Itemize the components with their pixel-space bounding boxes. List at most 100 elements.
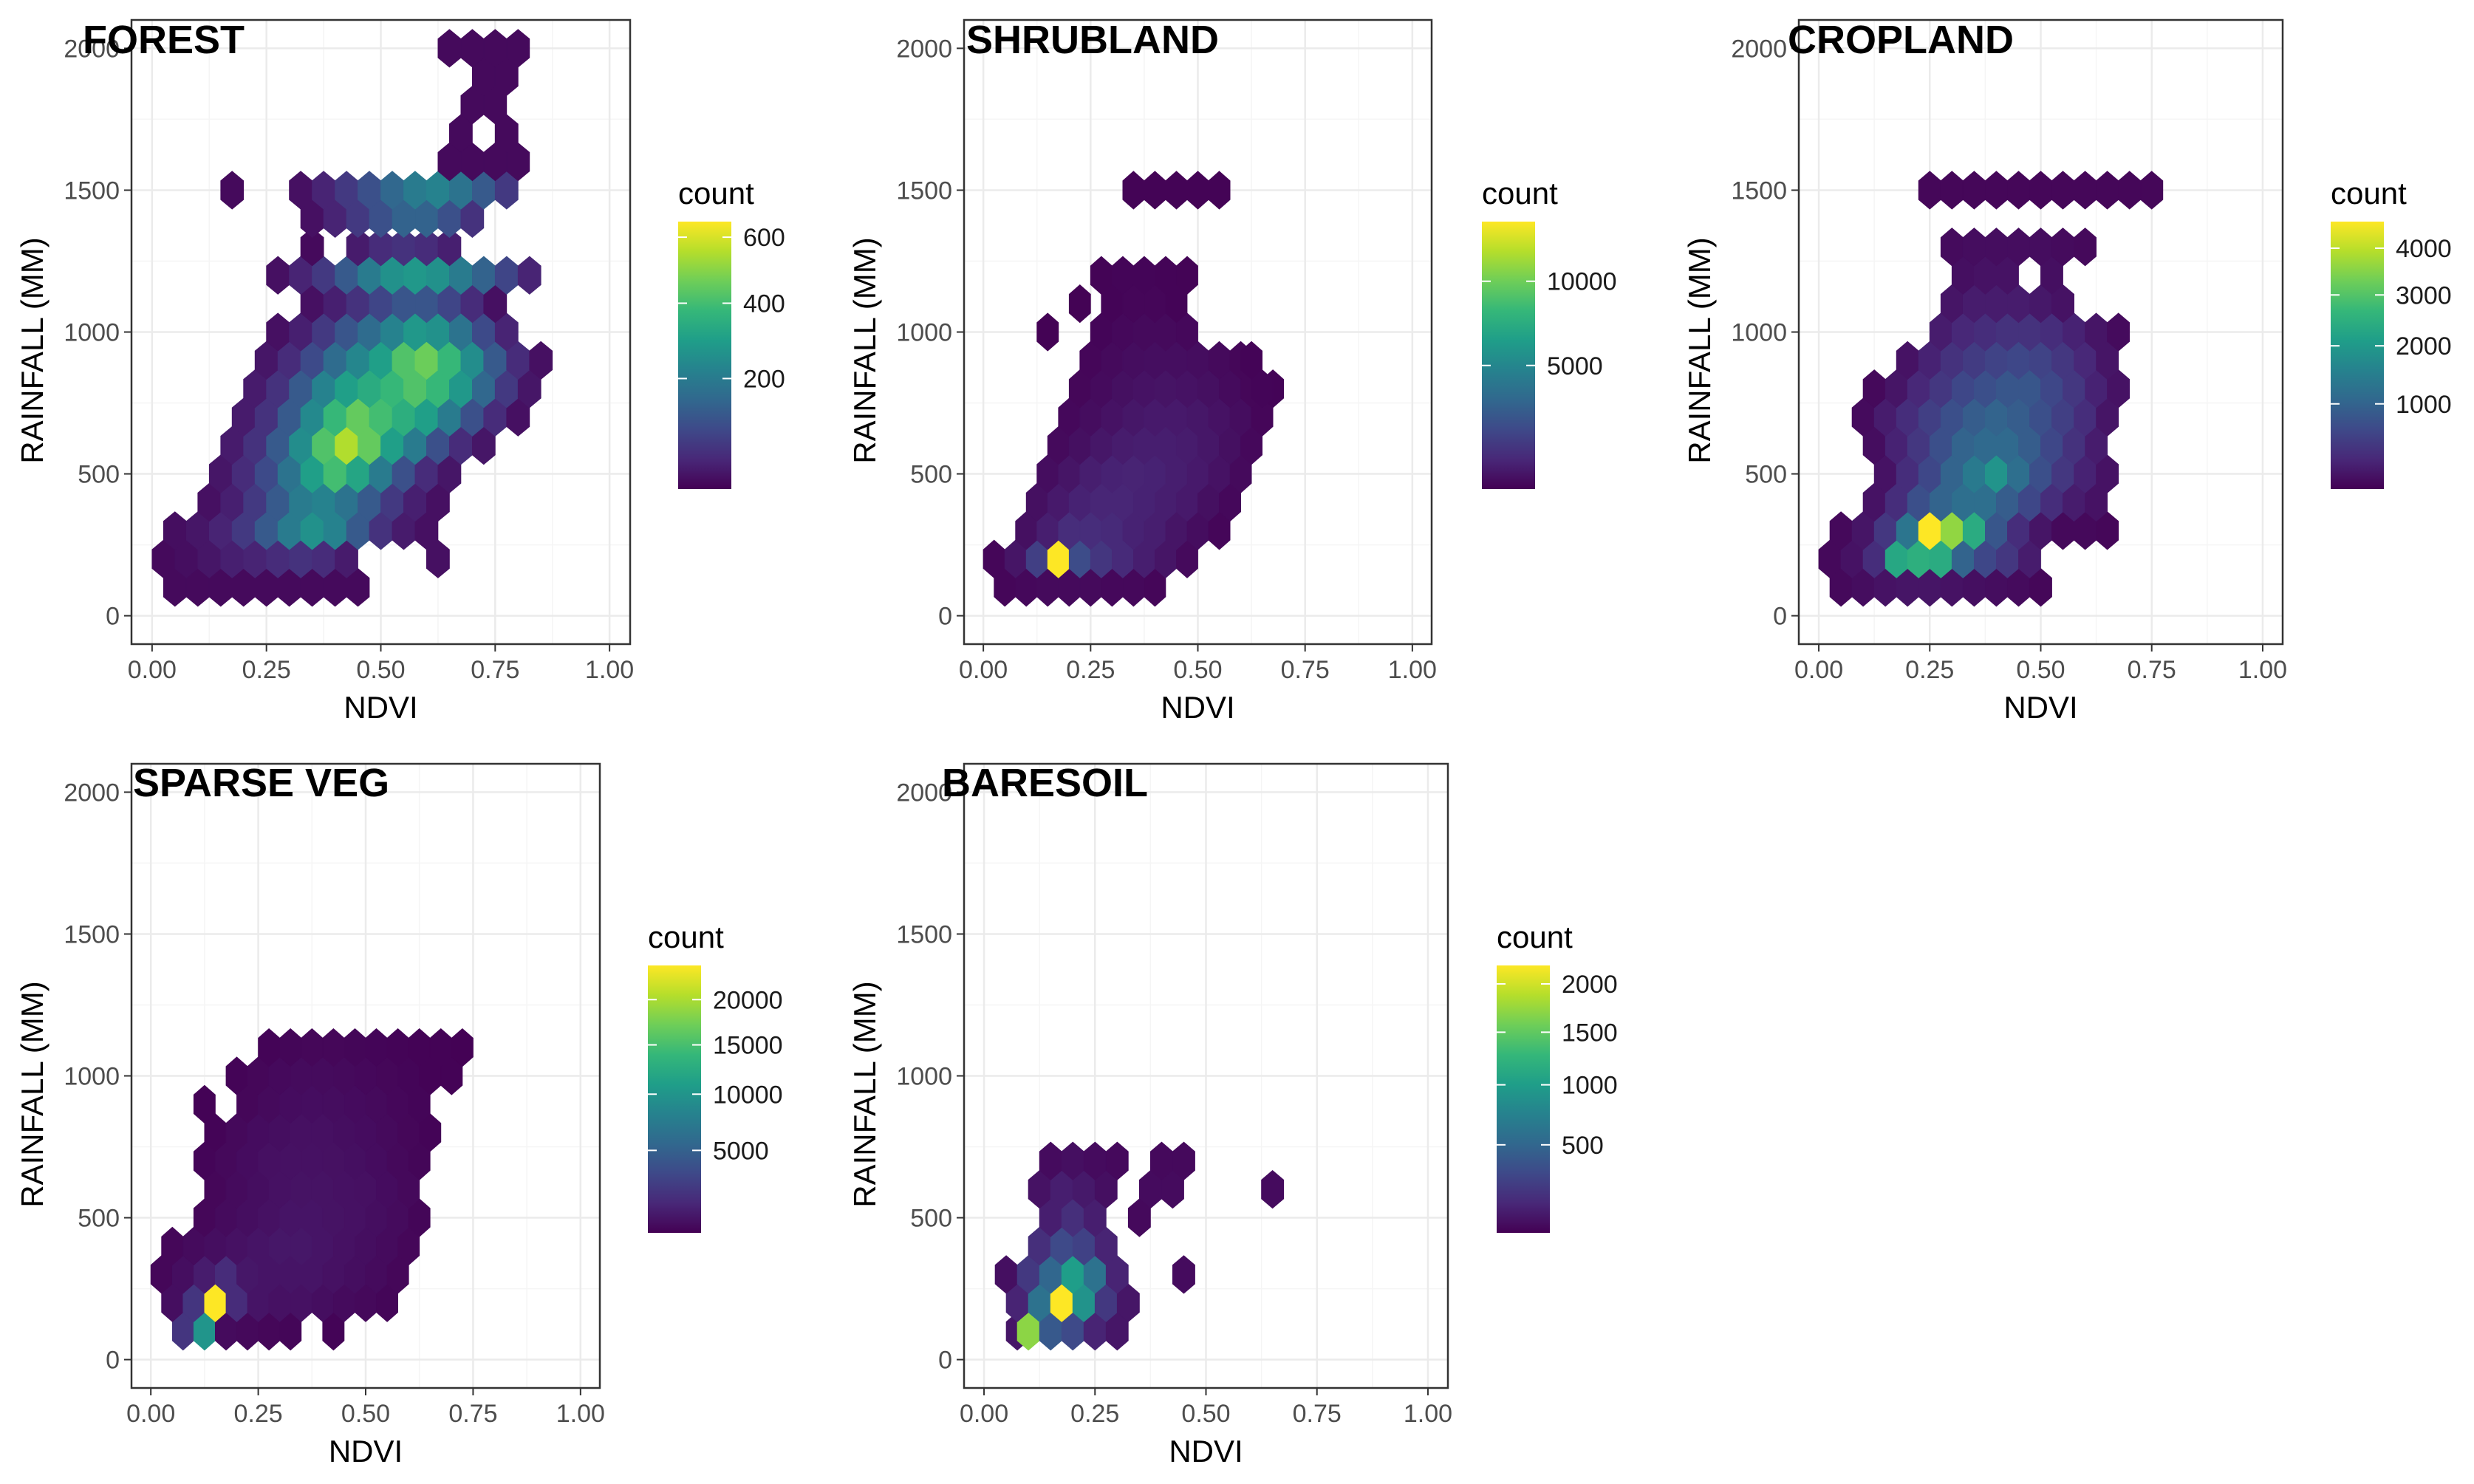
hexbin-cell — [193, 1084, 216, 1124]
y-tick-label: 500 — [1745, 461, 1787, 489]
x-tick-label: 0.00 — [126, 1400, 175, 1428]
hexbin-cell — [517, 256, 541, 295]
legend-tick-label: 1500 — [1562, 1019, 1618, 1047]
hexbin-cell — [1036, 312, 1059, 352]
y-tick-label: 500 — [910, 1205, 952, 1233]
legend: count 1000 2000 3000 4000 — [2331, 176, 2452, 489]
y-tick-label: 1500 — [64, 177, 120, 205]
x-tick-label: 0.00 — [960, 1400, 1008, 1428]
y-tick-label: 500 — [78, 1205, 120, 1233]
x-axis-label: NDVI — [344, 690, 417, 725]
x-tick-label: 0.00 — [959, 656, 1008, 684]
x-tick-label: 1.00 — [556, 1400, 605, 1428]
legend-colorbar — [1497, 965, 1550, 1233]
hexbin-cell — [529, 341, 553, 380]
hexbin-cell — [300, 228, 324, 267]
panel-title: FOREST — [83, 18, 245, 62]
x-tick-label: 0.50 — [356, 656, 405, 684]
legend-tick-label: 10000 — [1547, 268, 1617, 296]
legend: count 200 400 600 — [678, 176, 785, 489]
hexbin-cell — [220, 171, 245, 210]
y-axis-label: RAINFALL (MM) — [847, 237, 882, 463]
legend-tick-label: 500 — [1562, 1132, 1604, 1160]
y-tick-label: 2000 — [896, 779, 952, 807]
hexbin-cell — [1068, 284, 1091, 324]
y-tick-label: 1000 — [64, 1063, 120, 1091]
y-tick-label: 1500 — [896, 920, 952, 948]
y-tick-label: 2000 — [64, 779, 120, 807]
legend-title: count — [1497, 920, 1573, 954]
y-tick-label: 0 — [106, 603, 120, 631]
hexbin-cell — [2107, 312, 2130, 352]
y-tick-label: 1000 — [896, 319, 952, 347]
panel-shrubland: 0.00 0.25 0.50 0.75 1.00 0 500 1000 1500 2000 NDVI… — [847, 18, 1617, 725]
y-tick-label: 0 — [938, 603, 952, 631]
y-tick-label: 0 — [938, 1347, 952, 1375]
x-tick-label: 1.00 — [1388, 656, 1437, 684]
hexbin-cell — [1105, 1141, 1129, 1180]
hexbin-cell — [1172, 1141, 1195, 1180]
panel-title: SHRUBLAND — [966, 18, 1219, 62]
hexbin-cell — [2074, 228, 2097, 267]
x-tick-label: 0.25 — [1905, 656, 1954, 684]
x-tick-label: 0.00 — [1794, 656, 1843, 684]
hexbin-cell — [1176, 256, 1198, 295]
hexbin-cell — [1261, 1169, 1285, 1209]
y-axis-label: RAINFALL (MM) — [15, 981, 49, 1207]
x-tick-label: 0.75 — [471, 656, 519, 684]
legend: count 5000 10000 15000 20000 — [648, 920, 783, 1233]
x-tick-label: 1.00 — [1404, 1400, 1452, 1428]
hexbin-cell — [2140, 171, 2164, 210]
legend: count 5000 10000 — [1482, 176, 1617, 489]
x-tick-label: 0.75 — [1281, 656, 1330, 684]
legend-tick-label: 200 — [743, 365, 785, 393]
x-tick-label: 0.75 — [448, 1400, 497, 1428]
hexbin-cell — [506, 29, 530, 68]
x-tick-label: 0.25 — [242, 656, 291, 684]
x-tick-label: 0.00 — [128, 656, 177, 684]
x-axis-label: NDVI — [1169, 1434, 1243, 1468]
legend-colorbar — [1482, 222, 1535, 489]
panel-cropland: 0.00 0.25 0.50 0.75 1.00 0 500 1000 1500 2000 NDVI… — [1682, 18, 2452, 725]
x-tick-label: 0.25 — [233, 1400, 282, 1428]
y-tick-label: 1000 — [1731, 319, 1787, 347]
panel-title: BARESOIL — [942, 761, 1148, 805]
y-tick-label: 1500 — [64, 920, 120, 948]
panel-sparse-veg: 0.00 0.25 0.50 0.75 1.00 0 500 1000 1500 2000 NDVI… — [15, 761, 783, 1468]
legend-tick-label: 20000 — [713, 986, 783, 1014]
panel-title: CROPLAND — [1788, 18, 2014, 62]
legend-tick-label: 600 — [743, 224, 785, 252]
legend-colorbar — [648, 965, 701, 1233]
hexbin-cell — [1172, 1255, 1195, 1294]
y-tick-label: 1000 — [896, 1063, 952, 1091]
y-tick-label: 1000 — [64, 319, 120, 347]
y-tick-label: 2000 — [896, 35, 952, 63]
x-tick-label: 0.75 — [1293, 1400, 1342, 1428]
y-tick-label: 2000 — [64, 35, 120, 63]
legend-tick-label: 1000 — [1562, 1072, 1618, 1100]
y-tick-label: 0 — [106, 1347, 120, 1375]
x-tick-label: 1.00 — [585, 656, 634, 684]
y-tick-label: 1500 — [896, 177, 952, 205]
hexbin-cell — [451, 1027, 474, 1067]
x-axis-label: NDVI — [329, 1434, 403, 1468]
y-axis-label: RAINFALL (MM) — [847, 981, 882, 1207]
legend-tick-label: 2000 — [2396, 332, 2452, 360]
hexbin-cell — [437, 228, 462, 267]
x-tick-label: 0.50 — [341, 1400, 390, 1428]
legend-tick-label: 1000 — [2396, 391, 2452, 419]
hexagons — [983, 171, 1284, 607]
x-tick-label: 0.50 — [1173, 656, 1222, 684]
legend-title: count — [2331, 176, 2407, 211]
y-tick-label: 500 — [910, 461, 952, 489]
x-tick-label: 1.00 — [2238, 656, 2287, 684]
y-axis-label: RAINFALL (MM) — [15, 237, 49, 463]
legend-tick-label: 5000 — [713, 1137, 769, 1165]
legend-tick-label: 400 — [743, 290, 785, 318]
legend-tick-label: 3000 — [2396, 281, 2452, 310]
x-tick-label: 0.25 — [1070, 1400, 1119, 1428]
hexbin-cell — [1208, 171, 1231, 210]
hexbin-cell — [1251, 369, 1274, 408]
panel-forest: 0.00 0.25 0.50 0.75 1.00 0 500 1000 1500 2000 NDVI… — [15, 18, 785, 725]
